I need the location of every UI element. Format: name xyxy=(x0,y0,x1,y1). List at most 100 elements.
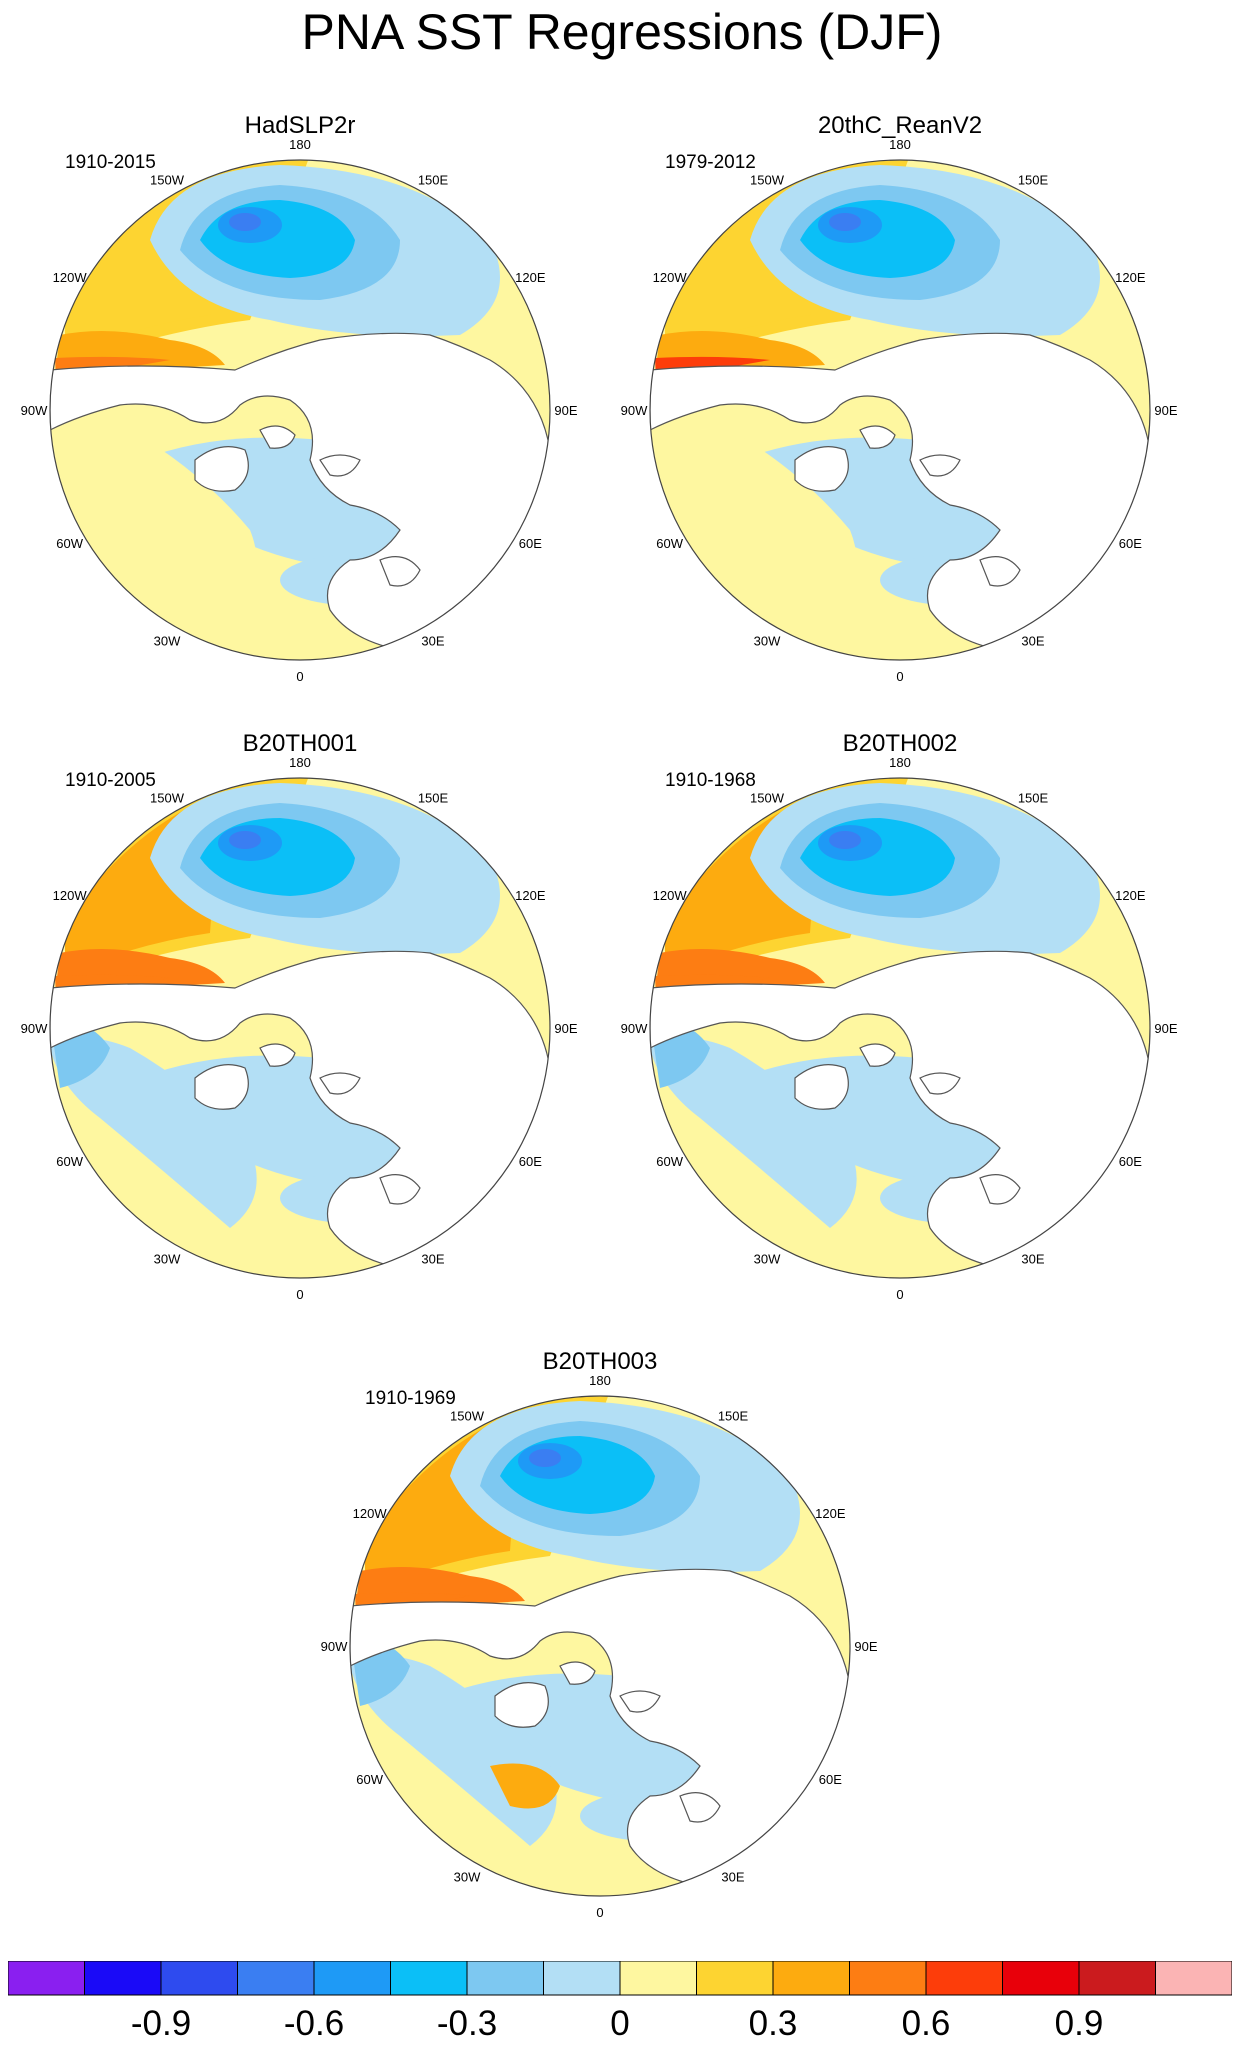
longitude-label: 150E xyxy=(418,791,449,806)
longitude-label: 90W xyxy=(321,1639,348,1654)
panel-period: 1910-1968 xyxy=(665,770,756,791)
map-panel: HadSLP2r 1910-2015 180 150E 120E 90E 60E 30E 0 30… xyxy=(20,112,580,690)
longitude-label: 120W xyxy=(653,888,688,903)
colorbar-segment xyxy=(696,1961,774,1996)
map-panel: B20TH002 1910-1968 180 150E 120E 90E 60E 30E 0 30… xyxy=(620,730,1180,1308)
map-border xyxy=(649,777,1151,1279)
longitude-label: 180 xyxy=(589,1373,611,1388)
colorbar-segment xyxy=(390,1961,468,1996)
map-border xyxy=(349,1395,851,1897)
longitude-label: 60E xyxy=(519,536,542,551)
longitude-label: 30E xyxy=(721,1869,744,1884)
longitude-label: 150W xyxy=(150,173,185,188)
longitude-label: 90E xyxy=(1154,1021,1177,1036)
panel-period: 1910-2015 xyxy=(65,152,156,173)
panel-period: 1910-1969 xyxy=(365,1388,456,1409)
longitude-label: 30E xyxy=(421,1251,444,1266)
longitude-label: 150E xyxy=(718,1409,749,1424)
colorbar-segment xyxy=(84,1961,162,1996)
longitude-label: 150E xyxy=(1018,173,1049,188)
sst-field xyxy=(650,160,1150,660)
longitude-label: 30E xyxy=(1021,633,1044,648)
longitude-label: 180 xyxy=(889,755,911,770)
sst-field xyxy=(50,778,550,1278)
longitude-label: 180 xyxy=(289,755,311,770)
longitude-label: 90W xyxy=(621,1021,648,1036)
sst-field xyxy=(350,1396,850,1896)
colorbar-segment xyxy=(1155,1961,1232,1996)
longitude-label: 180 xyxy=(889,137,911,152)
longitude-label: 90E xyxy=(554,1021,577,1036)
panel-period: 1979-2012 xyxy=(665,152,756,173)
longitude-label: 120E xyxy=(515,270,546,285)
polar-map: 180 150E 120E 90E 60E 30E 0 30W 60W 90W 120W 150W xyxy=(621,137,1178,684)
map-border xyxy=(49,159,551,661)
longitude-label: 120E xyxy=(515,888,546,903)
panel-title: B20TH001 xyxy=(242,730,358,757)
longitude-label: 30W xyxy=(454,1869,481,1884)
polar-map: 180 150E 120E 90E 60E 30E 0 30W 60W 90W 120W 150W xyxy=(621,755,1178,1302)
colorbar-label: 0 xyxy=(610,2004,630,2043)
colorbar-segment xyxy=(619,1961,697,1996)
page-title: PNA SST Regressions (DJF) xyxy=(301,4,943,60)
polar-map: 180 150E 120E 90E 60E 30E 0 30W 60W 90W 120W 150W xyxy=(21,137,578,684)
map-panel: 20thC_ReanV2 1979-2012 180 150E 120E 90E 60E 30… xyxy=(620,112,1180,690)
longitude-label: 30E xyxy=(1021,1251,1044,1266)
longitude-label: 60W xyxy=(656,1154,683,1169)
colorbar-label: -0.9 xyxy=(130,2004,192,2043)
longitude-label: 30W xyxy=(154,1251,181,1266)
panel-title: 20thC_ReanV2 xyxy=(817,112,983,139)
longitude-label: 60E xyxy=(1119,536,1142,551)
longitude-label: 0 xyxy=(296,1287,303,1302)
longitude-label: 120W xyxy=(653,270,688,285)
longitude-label: 150E xyxy=(418,173,449,188)
longitude-label: 90E xyxy=(554,403,577,418)
longitude-label: 30W xyxy=(154,633,181,648)
longitude-label: 90E xyxy=(1154,403,1177,418)
map-panel: B20TH001 1910-2005 180 150E 120E 90E 60E 30E 0 30… xyxy=(20,730,580,1308)
longitude-label: 120W xyxy=(53,888,88,903)
longitude-label: 90E xyxy=(854,1639,877,1654)
colorbar-segment xyxy=(313,1961,391,1996)
longitude-label: 150W xyxy=(150,791,185,806)
colorbar xyxy=(8,1961,1232,1996)
longitude-label: 0 xyxy=(596,1905,603,1920)
panel-title: HadSLP2r xyxy=(244,112,356,139)
panel-title: B20TH003 xyxy=(542,1348,658,1375)
map-panel: B20TH003 1910-1969 180 150E 120E 90E 60E 30E 0 30… xyxy=(320,1348,880,1926)
polar-map: 180 150E 120E 90E 60E 30E 0 30W 60W 90W 120W 150W xyxy=(21,755,578,1302)
sst-field xyxy=(50,160,550,660)
colorbar-segment xyxy=(1002,1961,1080,1996)
longitude-label: 60E xyxy=(519,1154,542,1169)
colorbar-segment xyxy=(160,1961,238,1996)
colorbar-segment xyxy=(543,1961,621,1996)
colorbar-segment xyxy=(8,1961,85,1996)
colorbar-label: -0.6 xyxy=(283,2004,345,2043)
longitude-label: 120E xyxy=(1115,888,1146,903)
map-border xyxy=(49,777,551,1279)
colorbar-label: 0.6 xyxy=(901,2004,951,2043)
longitude-label: 180 xyxy=(289,137,311,152)
longitude-label: 90W xyxy=(21,1021,48,1036)
longitude-label: 150W xyxy=(450,1409,485,1424)
longitude-label: 30W xyxy=(754,1251,781,1266)
map-border xyxy=(649,159,1151,661)
colorbar-segment xyxy=(772,1961,850,1996)
panel-title: B20TH002 xyxy=(842,730,958,757)
longitude-label: 150W xyxy=(750,173,785,188)
colorbar-label: 0.9 xyxy=(1054,2004,1104,2043)
longitude-label: 60W xyxy=(356,1772,383,1787)
longitude-label: 90W xyxy=(21,403,48,418)
longitude-label: 90W xyxy=(621,403,648,418)
colorbar-segment xyxy=(1078,1961,1156,1996)
longitude-label: 150W xyxy=(750,791,785,806)
longitude-label: 60W xyxy=(656,536,683,551)
polar-map: 180 150E 120E 90E 60E 30E 0 30W 60W 90W 120W 150W xyxy=(321,1373,878,1920)
colorbar-segment xyxy=(466,1961,544,1996)
longitude-label: 120E xyxy=(1115,270,1146,285)
longitude-label: 120W xyxy=(53,270,88,285)
longitude-label: 120E xyxy=(815,1506,846,1521)
longitude-label: 120W xyxy=(353,1506,388,1521)
longitude-label: 60E xyxy=(1119,1154,1142,1169)
longitude-label: 60E xyxy=(819,1772,842,1787)
